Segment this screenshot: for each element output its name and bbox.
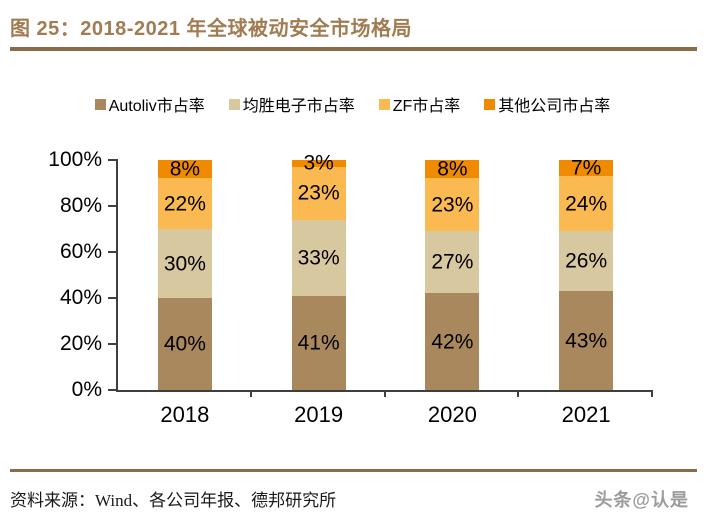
x-axis-label-2021: 2021	[561, 402, 611, 427]
y-axis-label: 60%	[59, 240, 102, 263]
legend-swatch-zf	[378, 98, 390, 110]
y-axis-label: 0%	[71, 378, 102, 401]
legend-label-others: 其他公司市占率	[498, 98, 611, 115]
x-axis-label-2020: 2020	[427, 402, 477, 427]
bar-segment-2020-3	[425, 160, 480, 179]
bar-segment-2019-1	[291, 219, 346, 296]
legend-label-autoliv: Autoliv市占率	[108, 98, 205, 115]
bar-segment-label: 8%	[437, 157, 468, 181]
legend-item-junsheng: 均胜电子市占率	[228, 92, 355, 116]
bar-segment-2021-2	[559, 176, 614, 232]
bar-segment-label: 8%	[169, 157, 201, 181]
x-axis-tick	[651, 390, 653, 397]
source-text: 资料来源：Wind、各公司年报、德邦研究所	[10, 491, 337, 510]
bar-segment-label: 33%	[297, 246, 340, 270]
bar-segment-2019-0	[291, 295, 346, 390]
bar-segment-2020-2	[425, 178, 480, 232]
figure-title: 图 25：2018-2021 年全球被动安全市场格局	[10, 18, 413, 40]
x-axis-tick	[383, 390, 386, 397]
bar-segment-label: 24%	[565, 192, 608, 216]
legend-label-junsheng: 均胜电子市占率	[242, 98, 355, 115]
title-divider	[10, 47, 697, 51]
legend-label-zf: ZF市占率	[392, 98, 461, 115]
bar-segment-2019-3	[291, 160, 346, 167]
x-axis-tick	[517, 390, 520, 397]
bar-segment-2021-0	[559, 291, 614, 390]
y-axis-tick	[108, 159, 116, 161]
watermark: 头条@认是	[594, 490, 689, 510]
bar-segment-label: 41%	[297, 331, 340, 355]
bar-segment-label: 7%	[570, 156, 602, 180]
bar-segment-label: 26%	[565, 249, 608, 273]
bar-segment-label: 22%	[163, 192, 206, 216]
y-axis-label: 80%	[59, 194, 102, 217]
bar-segment-label: 23%	[297, 181, 340, 205]
bar-segment-label: 43%	[565, 329, 608, 353]
y-axis	[116, 159, 118, 391]
bar-segment-2019-2	[291, 166, 346, 220]
bar-segment-label: 40%	[163, 332, 206, 356]
bar-segment-label: 3%	[303, 151, 334, 175]
bar-segment-2018-1	[157, 229, 212, 298]
x-axis-label-2018: 2018	[160, 402, 210, 427]
bar-segment-label: 23%	[431, 193, 474, 217]
legend-swatch-others	[484, 98, 496, 110]
bar-segment-label: 27%	[431, 250, 474, 274]
y-axis-tick	[108, 297, 116, 299]
bar-segment-2020-0	[425, 293, 480, 390]
legend-swatch-autoliv	[94, 98, 106, 110]
bar-segment-2018-0	[157, 298, 212, 390]
chart-legend: Autoliv市占率 均胜电子市占率 ZF市占率 其他公司市占率	[0, 92, 705, 116]
x-axis-tick	[249, 390, 252, 397]
y-axis-tick	[108, 389, 116, 391]
bar-segment-2021-3	[559, 160, 614, 177]
y-axis-label: 20%	[59, 332, 102, 355]
bar-segment-2020-1	[425, 231, 480, 294]
y-axis-label: 40%	[59, 286, 102, 309]
footer-divider	[10, 469, 697, 472]
bar-segment-2021-1	[559, 231, 614, 292]
y-axis-tick	[108, 251, 116, 253]
bar-segment-label: 30%	[163, 252, 206, 275]
y-axis-tick	[108, 343, 116, 345]
bar-segment-2018-2	[157, 178, 212, 229]
legend-item-autoliv: Autoliv市占率	[94, 92, 205, 116]
y-axis-label: 100%	[48, 148, 102, 171]
legend-item-others: 其他公司市占率	[484, 92, 610, 116]
legend-swatch-junsheng	[228, 98, 240, 110]
y-axis-tick	[108, 205, 116, 207]
legend-item-zf: ZF市占率	[378, 92, 461, 116]
x-axis-label-2019: 2019	[294, 402, 344, 427]
bar-segment-2018-3	[157, 160, 212, 179]
bar-segment-label: 42%	[431, 330, 474, 354]
